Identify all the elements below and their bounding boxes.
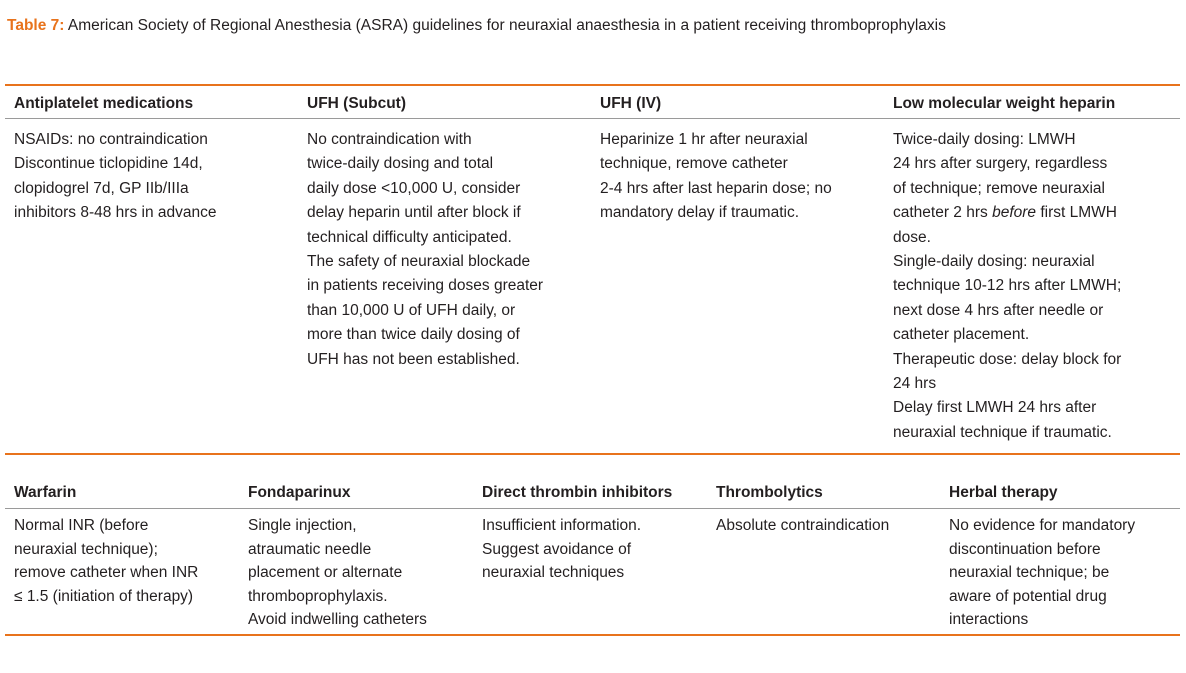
cell-line: clopidogrel 7d, GP IIb/IIIa: [14, 179, 189, 197]
cell-line: technical difficulty anticipated.: [307, 228, 512, 246]
cell-ufh-iv: Heparinize 1 hr after neuraxial techniqu…: [600, 128, 832, 226]
cell-line: 24 hrs: [893, 375, 937, 393]
table1-bottom-rule: [5, 453, 1180, 455]
cell-ufh-subcut: No contraindication with twice-daily dos…: [307, 128, 543, 372]
cell-line: interactions: [949, 611, 1029, 629]
cell-line: neuraxial technique);: [14, 540, 158, 558]
cell-line: next dose 4 hrs after needle or: [893, 301, 1104, 319]
table2-bottom-rule: [5, 634, 1180, 636]
cell-line: ≤ 1.5 (initiation of therapy): [14, 587, 194, 605]
header-ufh-iv: UFH (IV): [600, 95, 662, 112]
cell-line: catheter 2 hrs before first LMWH: [893, 204, 1117, 222]
cell-line: catheter placement.: [893, 326, 1030, 344]
caption-label: Table 7:: [7, 17, 65, 34]
header-fondaparinux: Fondaparinux: [248, 484, 351, 501]
cell-line: Twice-daily dosing: LMWH: [893, 131, 1076, 148]
header-antiplatelet: Antiplatelet medications: [14, 95, 194, 112]
table2-header-rule: [5, 508, 1180, 509]
cell-line: more than twice daily dosing of: [307, 326, 520, 344]
cell-line: Discontinue ticlopidine 14d,: [14, 155, 203, 173]
cell-line: The safety of neuraxial blockade: [307, 253, 531, 271]
cell-line: mandatory delay if traumatic.: [600, 204, 800, 222]
cell-line: Suggest avoidance of: [482, 540, 632, 558]
cell-line: Insufficient information.: [482, 517, 642, 534]
cell-line: daily dose <10,000 U, consider: [307, 179, 521, 197]
cell-line: Avoid indwelling catheters: [248, 611, 427, 629]
cell-line: Heparinize 1 hr after neuraxial: [600, 131, 808, 148]
header-ufh-subcut: UFH (Subcut): [307, 95, 407, 112]
cell-thrombolytics: Absolute contraindication: [716, 514, 889, 538]
cell-line: of technique; remove neuraxial: [893, 179, 1105, 197]
cell-line: UFH has not been established.: [307, 350, 520, 368]
cell-line: in patients receiving doses greater: [307, 277, 544, 295]
cell-line: placement or alternate: [248, 564, 403, 582]
cell-warfarin: Normal INR (before neuraxial technique);…: [14, 514, 198, 608]
cell-line: technique 10-12 hrs after LMWH;: [893, 277, 1122, 295]
cell-line: neuraxial technique if traumatic.: [893, 423, 1112, 441]
cell-line: Delay first LMWH 24 hrs after: [893, 399, 1097, 417]
cell-line: 2-4 hrs after last heparin dose; no: [600, 179, 832, 197]
cell-line: remove catheter when INR: [14, 564, 199, 582]
cell-line: dose.: [893, 228, 931, 246]
cell-line: Single-daily dosing: neuraxial: [893, 253, 1095, 271]
cell-line: No evidence for mandatory: [949, 517, 1136, 534]
cell-line: 24 hrs after surgery, regardless: [893, 155, 1108, 173]
cell-line: twice-daily dosing and total: [307, 155, 494, 173]
cell-antiplatelet: NSAIDs: no contraindication Discontinue …: [14, 128, 216, 226]
cell-line: Therapeutic dose: delay block for: [893, 350, 1122, 368]
cell-line: Normal INR (before: [14, 517, 149, 534]
cell-line: inhibitors 8-48 hrs in advance: [14, 204, 217, 222]
header-thrombolytics: Thrombolytics: [716, 484, 823, 501]
cell-line: thromboprophylaxis.: [248, 587, 388, 605]
cell-line: NSAIDs: no contraindication: [14, 131, 208, 148]
cell-line: aware of potential drug: [949, 587, 1107, 605]
table1-top-rule: [5, 84, 1180, 86]
header-direct-thrombin: Direct thrombin inhibitors: [482, 484, 673, 501]
cell-line: delay heparin until after block if: [307, 204, 521, 222]
cell-line: technique, remove catheter: [600, 155, 788, 173]
cell-direct-thrombin: Insufficient information. Suggest avoida…: [482, 514, 641, 585]
caption-text: American Society of Regional Anesthesia …: [67, 17, 946, 34]
cell-herbal: No evidence for mandatory discontinuatio…: [949, 514, 1135, 632]
cell-line: than 10,000 U of UFH daily, or: [307, 301, 516, 319]
header-lmwh: Low molecular weight heparin: [893, 95, 1116, 112]
cell-line: neuraxial techniques: [482, 564, 625, 582]
cell-line: Absolute contraindication: [716, 517, 890, 534]
cell-line: discontinuation before: [949, 540, 1101, 558]
cell-line: atraumatic needle: [248, 540, 372, 558]
cell-line: No contraindication with: [307, 131, 472, 148]
table1-header-rule: [5, 118, 1180, 119]
cell-line: neuraxial technique; be: [949, 564, 1110, 582]
cell-fondaparinux: Single injection, atraumatic needle plac…: [248, 514, 427, 632]
cell-line: Single injection,: [248, 517, 357, 534]
table-caption: Table 7: American Society of Regional An…: [7, 17, 946, 35]
header-warfarin: Warfarin: [14, 484, 77, 501]
header-herbal: Herbal therapy: [949, 484, 1058, 501]
cell-lmwh: Twice-daily dosing: LMWH 24 hrs after su…: [893, 128, 1121, 445]
